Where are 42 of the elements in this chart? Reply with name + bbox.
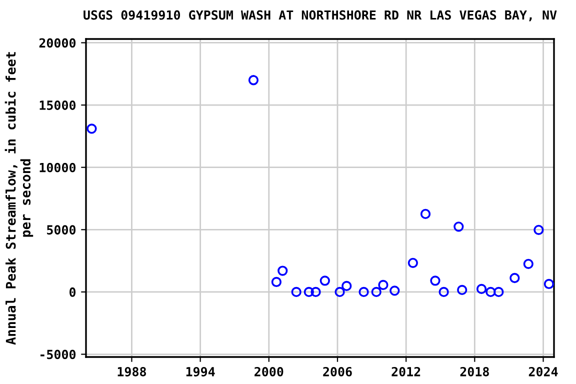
x-tick-label: 2012 (392, 366, 420, 376)
point (486, 286, 496, 298)
point (86, 124, 97, 134)
point (544, 278, 554, 290)
x-tick-label: 2018 (460, 366, 489, 376)
point (420, 208, 431, 220)
y-tick-label: 5000 (47, 225, 76, 235)
point (271, 276, 282, 288)
point (476, 284, 487, 294)
point (430, 276, 440, 286)
point (320, 276, 330, 286)
point (378, 280, 388, 290)
y-tick-label: 0 (70, 287, 76, 297)
point (494, 286, 504, 298)
y-tick-label: 10000 (40, 162, 76, 172)
point (534, 224, 544, 235)
x-tick-label: 2006 (323, 366, 352, 376)
point (358, 286, 369, 298)
point (408, 258, 418, 268)
point (510, 272, 520, 284)
point (438, 286, 449, 298)
point (523, 258, 534, 269)
point (278, 266, 288, 276)
x-tick-label: 2000 (254, 366, 284, 376)
point (342, 280, 352, 292)
x-tick-label: 2024 (528, 366, 558, 376)
point (304, 286, 314, 298)
point (248, 75, 259, 86)
y-axis-title: Annual Peak Streamflow, in cubic feet per second (4, 52, 34, 345)
point (334, 286, 345, 298)
point (310, 286, 321, 298)
x-tick-label: 1994 (186, 367, 215, 376)
point (390, 286, 400, 296)
point (457, 284, 468, 296)
x-tick-label: 1988 (118, 366, 146, 376)
y-tick-label: 20000 (39, 38, 76, 48)
y-tick-label: -5000 (40, 350, 76, 360)
point (454, 222, 464, 232)
point (291, 286, 302, 298)
chart-title: USGS 09419910 GYPSUM WASH AT NORTHSHORE RD NR LAS VEGAS BAY, NV (84, 10, 557, 22)
y-tick-label: 15000 (40, 100, 76, 110)
point (371, 286, 382, 298)
